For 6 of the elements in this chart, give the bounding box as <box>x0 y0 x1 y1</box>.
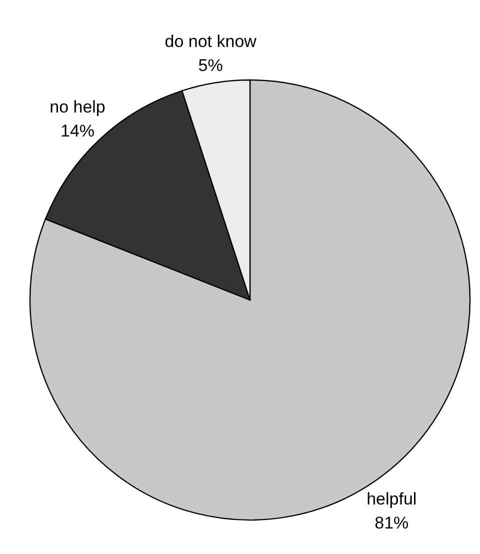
data-label: 81% <box>374 513 409 532</box>
slice-label: do not know <box>164 32 258 52</box>
data-label: 14% <box>60 121 95 140</box>
slice-label: no help <box>50 97 106 116</box>
slice-label: helpful <box>366 489 417 508</box>
data-label: 5% <box>198 56 223 76</box>
